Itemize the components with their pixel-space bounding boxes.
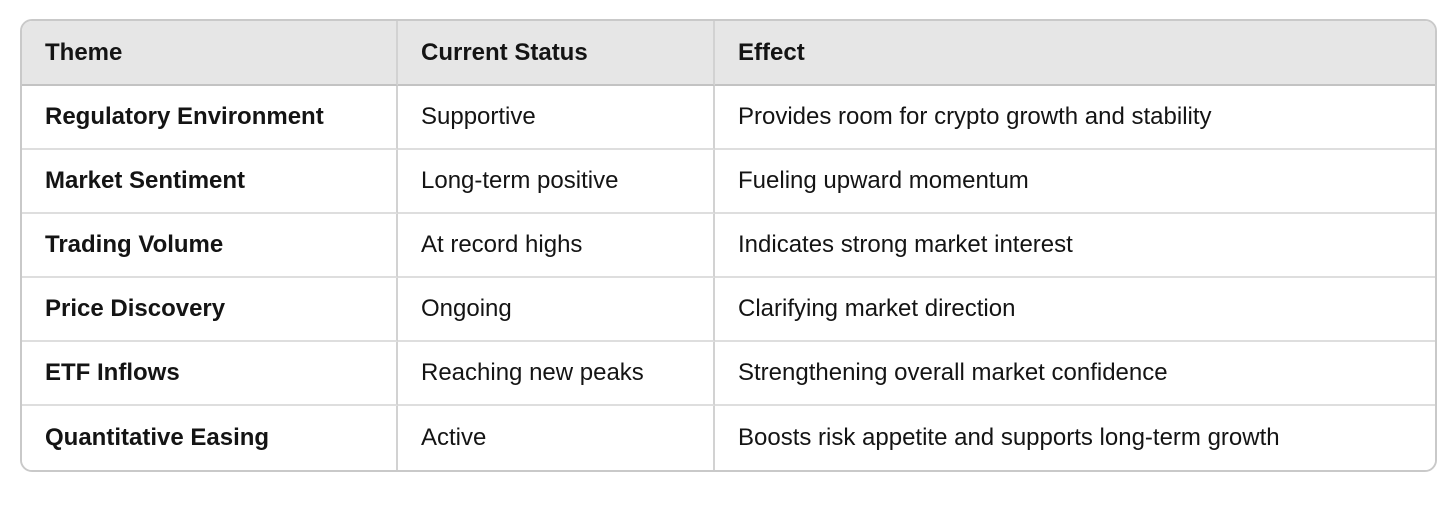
status-cell: Ongoing <box>398 278 715 342</box>
status-cell: Supportive <box>398 86 715 150</box>
theme-cell: Trading Volume <box>22 214 398 278</box>
effect-cell: Provides room for crypto growth and stab… <box>715 86 1435 150</box>
theme-cell: Quantitative Easing <box>22 406 398 470</box>
table-row: Market Sentiment Long-term positive Fuelin… <box>22 150 1435 214</box>
effect-cell: Strengthening overall market confidence <box>715 342 1435 406</box>
table-row: Quantitative Easing Active Boosts risk app… <box>22 406 1435 470</box>
table-body: Regulatory Environment Supportive Provides… <box>22 86 1435 470</box>
table-header-row: Theme Current Status Effect <box>22 21 1435 86</box>
status-cell: Long-term positive <box>398 150 715 214</box>
status-cell: Reaching new peaks <box>398 342 715 406</box>
column-header-current-status: Current Status <box>398 21 715 86</box>
theme-cell: Regulatory Environment <box>22 86 398 150</box>
column-header-theme: Theme <box>22 21 398 86</box>
table-row: Trading Volume At record highs Indicates s… <box>22 214 1435 278</box>
theme-cell: Market Sentiment <box>22 150 398 214</box>
effect-cell: Clarifying market direction <box>715 278 1435 342</box>
table-row: Regulatory Environment Supportive Provides… <box>22 86 1435 150</box>
column-header-effect: Effect <box>715 21 1435 86</box>
effect-cell: Boosts risk appetite and supports long-t… <box>715 406 1435 470</box>
market-themes-table: Theme Current Status Effect Regulatory E… <box>20 19 1437 472</box>
table-row: Price Discovery Ongoing Clarifying market … <box>22 278 1435 342</box>
status-cell: At record highs <box>398 214 715 278</box>
effect-cell: Fueling upward momentum <box>715 150 1435 214</box>
theme-cell: Price Discovery <box>22 278 398 342</box>
table-row: ETF Inflows Reaching new peaks Strengtheni… <box>22 342 1435 406</box>
status-cell: Active <box>398 406 715 470</box>
themes-status-effect-table: Theme Current Status Effect Regulatory E… <box>22 21 1435 470</box>
theme-cell: ETF Inflows <box>22 342 398 406</box>
effect-cell: Indicates strong market interest <box>715 214 1435 278</box>
